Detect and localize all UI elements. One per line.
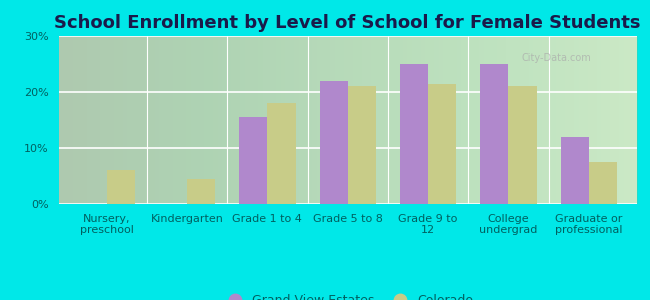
Bar — [508, 86, 536, 204]
Bar — [187, 179, 215, 204]
Bar — [320, 81, 348, 204]
Bar — [239, 117, 267, 204]
Bar — [428, 84, 456, 204]
Legend: Grand View Estates, Colorado: Grand View Estates, Colorado — [217, 289, 478, 300]
Bar — [400, 64, 428, 204]
Bar — [348, 86, 376, 204]
Bar — [561, 137, 589, 204]
Bar — [267, 103, 296, 204]
Bar — [480, 64, 508, 204]
Title: School Enrollment by Level of School for Female Students: School Enrollment by Level of School for… — [55, 14, 641, 32]
Bar — [107, 170, 135, 204]
Bar — [589, 162, 617, 204]
Text: City-Data.com: City-Data.com — [521, 53, 591, 63]
